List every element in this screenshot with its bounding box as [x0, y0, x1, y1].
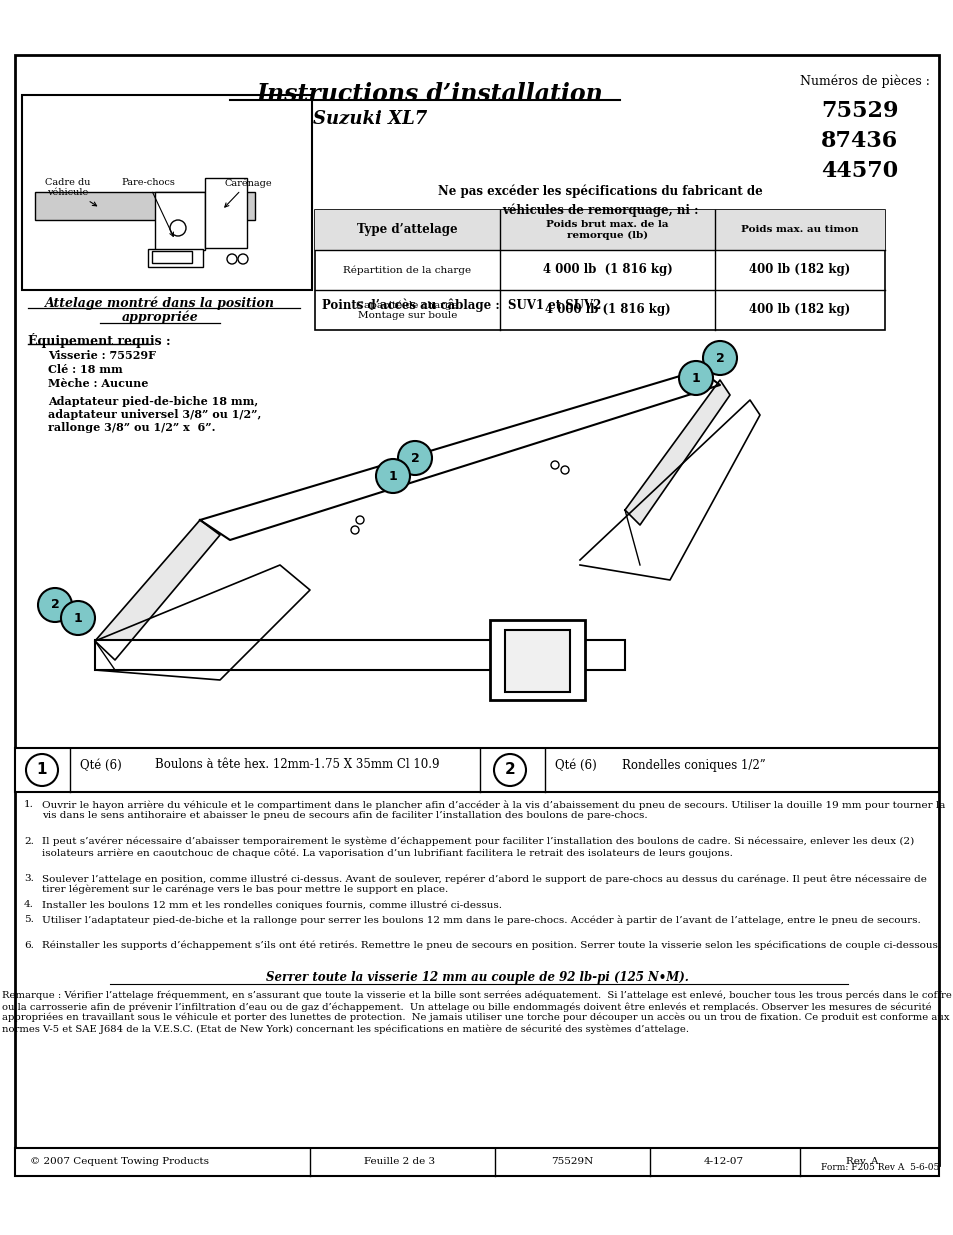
Circle shape: [494, 755, 525, 785]
Text: 44570: 44570: [821, 161, 898, 182]
Text: 400 lb (182 kg): 400 lb (182 kg): [749, 304, 850, 316]
Text: 1: 1: [37, 762, 48, 778]
Text: Boulons à tête hex. 12mm-1.75 X 35mm Cl 10.9: Boulons à tête hex. 12mm-1.75 X 35mm Cl …: [154, 758, 439, 772]
Text: 1: 1: [388, 469, 397, 483]
Bar: [15, 1149, 938, 1176]
Text: 4 000 lb  (1 816 kg): 4 000 lb (1 816 kg): [542, 263, 672, 277]
Text: Soulever l’attelage en position, comme illustré ci-dessus. Avant de soulever, re: Soulever l’attelage en position, comme i…: [42, 874, 926, 894]
Text: 75529: 75529: [821, 100, 898, 122]
Text: Suzuki XL7: Suzuki XL7: [313, 110, 427, 128]
Text: 4 000 lb (1 816 kg): 4 000 lb (1 816 kg): [544, 304, 670, 316]
Text: Poids brut max. de la
remorque (lb): Poids brut max. de la remorque (lb): [546, 220, 668, 240]
Circle shape: [560, 466, 568, 474]
Circle shape: [375, 459, 410, 493]
Bar: [314, 210, 884, 330]
Text: 2: 2: [715, 352, 723, 364]
Text: 6.: 6.: [24, 941, 34, 950]
Text: Capacité de charge
Montage sur boule: Capacité de charge Montage sur boule: [356, 300, 458, 320]
Bar: [15, 748, 938, 792]
Bar: [95, 640, 624, 671]
Bar: [152, 251, 192, 263]
Text: Il peut s’avérer nécessaire d’abaisser temporairement le système d’échappement p: Il peut s’avérer nécessaire d’abaisser t…: [42, 837, 913, 857]
Text: 87436: 87436: [821, 130, 898, 152]
Text: Ne pas excéder les spécifications du fabricant de
véhicules de remorquage, ni :: Ne pas excéder les spécifications du fab…: [437, 185, 761, 217]
Circle shape: [397, 441, 432, 475]
Text: Type d’attelage: Type d’attelage: [356, 224, 457, 236]
Text: Form: F205 Rev A  5-6-05: Form: F205 Rev A 5-6-05: [820, 1163, 938, 1172]
Text: 2.: 2.: [24, 837, 34, 846]
Text: 5.: 5.: [24, 915, 34, 924]
Polygon shape: [579, 400, 760, 580]
Circle shape: [355, 516, 364, 524]
Text: Cadre du
véhicule: Cadre du véhicule: [45, 178, 96, 206]
Text: Mèche : Aucune: Mèche : Aucune: [48, 378, 149, 389]
Text: 4.: 4.: [24, 900, 34, 909]
Text: Feuille 2 de 3: Feuille 2 de 3: [364, 1157, 436, 1167]
Bar: [35, 191, 254, 220]
Text: Répartition de la charge: Répartition de la charge: [343, 266, 471, 274]
Text: 1: 1: [73, 611, 82, 625]
Text: 3.: 3.: [24, 874, 34, 883]
Text: 1: 1: [691, 372, 700, 384]
Text: Numéros de pièces :: Numéros de pièces :: [800, 75, 929, 89]
Text: Qté (6): Qté (6): [80, 758, 122, 772]
Text: Adaptateur pied-de-biche 18 mm,
adaptateur universel 3/8” ou 1/2”,
rallonge 3/8”: Adaptateur pied-de-biche 18 mm, adaptate…: [48, 396, 261, 432]
Polygon shape: [624, 380, 729, 525]
Text: Rondelles coniques 1/2”: Rondelles coniques 1/2”: [621, 758, 765, 772]
Text: Serrer toute la visserie 12 mm au couple de 92 lb-pi (125 N•M).: Serrer toute la visserie 12 mm au couple…: [265, 971, 688, 984]
Text: Points d’accès au câblage :  SUV1 et SUV2: Points d’accès au câblage : SUV1 et SUV2: [322, 298, 600, 311]
Text: 2: 2: [504, 762, 515, 778]
Polygon shape: [95, 564, 310, 680]
Bar: [314, 210, 884, 249]
Bar: [15, 56, 938, 1165]
Circle shape: [61, 601, 95, 635]
Text: 1.: 1.: [24, 800, 34, 809]
Bar: [148, 249, 203, 267]
Text: Instructions d’installation: Instructions d’installation: [256, 82, 602, 106]
Text: Poids max. au timon: Poids max. au timon: [740, 226, 858, 235]
Text: Visserie : 75529F: Visserie : 75529F: [48, 350, 156, 361]
Text: Installer les boulons 12 mm et les rondelles coniques fournis, comme illustré ci: Installer les boulons 12 mm et les ronde…: [42, 900, 501, 909]
Polygon shape: [200, 370, 720, 540]
Text: appropriée: appropriée: [121, 311, 198, 325]
Circle shape: [26, 755, 58, 785]
Text: Pare-chocs: Pare-chocs: [121, 178, 174, 236]
Circle shape: [38, 588, 71, 622]
Text: © 2007 Cequent Towing Products: © 2007 Cequent Towing Products: [30, 1157, 209, 1167]
Text: 75529N: 75529N: [550, 1157, 593, 1167]
Circle shape: [702, 341, 737, 375]
Bar: [205, 178, 247, 248]
Circle shape: [351, 526, 358, 534]
Text: Attelage montré dans la position: Attelage montré dans la position: [45, 296, 274, 310]
Text: 400 lb (182 kg): 400 lb (182 kg): [749, 263, 850, 277]
Text: Équipement requis :: Équipement requis :: [28, 333, 171, 348]
Circle shape: [551, 461, 558, 469]
Polygon shape: [95, 520, 220, 659]
Text: Rev. A: Rev. A: [845, 1157, 878, 1167]
Text: Carénage: Carénage: [224, 178, 272, 207]
Text: Utiliser l’adaptateur pied-de-biche et la rallonge pour serrer les boulons 12 mm: Utiliser l’adaptateur pied-de-biche et l…: [42, 915, 920, 925]
Circle shape: [237, 254, 248, 264]
Circle shape: [679, 361, 712, 395]
Text: 2: 2: [51, 599, 59, 611]
Bar: [154, 191, 205, 249]
Text: 4-12-07: 4-12-07: [703, 1157, 743, 1167]
Circle shape: [227, 254, 236, 264]
Text: 2: 2: [410, 452, 419, 464]
Bar: [504, 630, 569, 692]
Bar: [22, 95, 312, 290]
Text: Ouvrir le hayon arrière du véhicule et le compartiment dans le plancher afin d’a: Ouvrir le hayon arrière du véhicule et l…: [42, 800, 944, 820]
Circle shape: [170, 220, 186, 236]
Text: Qté (6): Qté (6): [555, 758, 597, 772]
Text: Remarque : Vérifier l’attelage fréquemment, en s’assurant que toute la visserie : Remarque : Vérifier l’attelage fréquemme…: [2, 990, 951, 1034]
Text: Clé : 18 mm: Clé : 18 mm: [48, 364, 123, 375]
Bar: [490, 620, 584, 700]
Text: Réinstaller les supports d’échappement s’ils ont été retirés. Remettre le pneu d: Réinstaller les supports d’échappement s…: [42, 941, 941, 951]
